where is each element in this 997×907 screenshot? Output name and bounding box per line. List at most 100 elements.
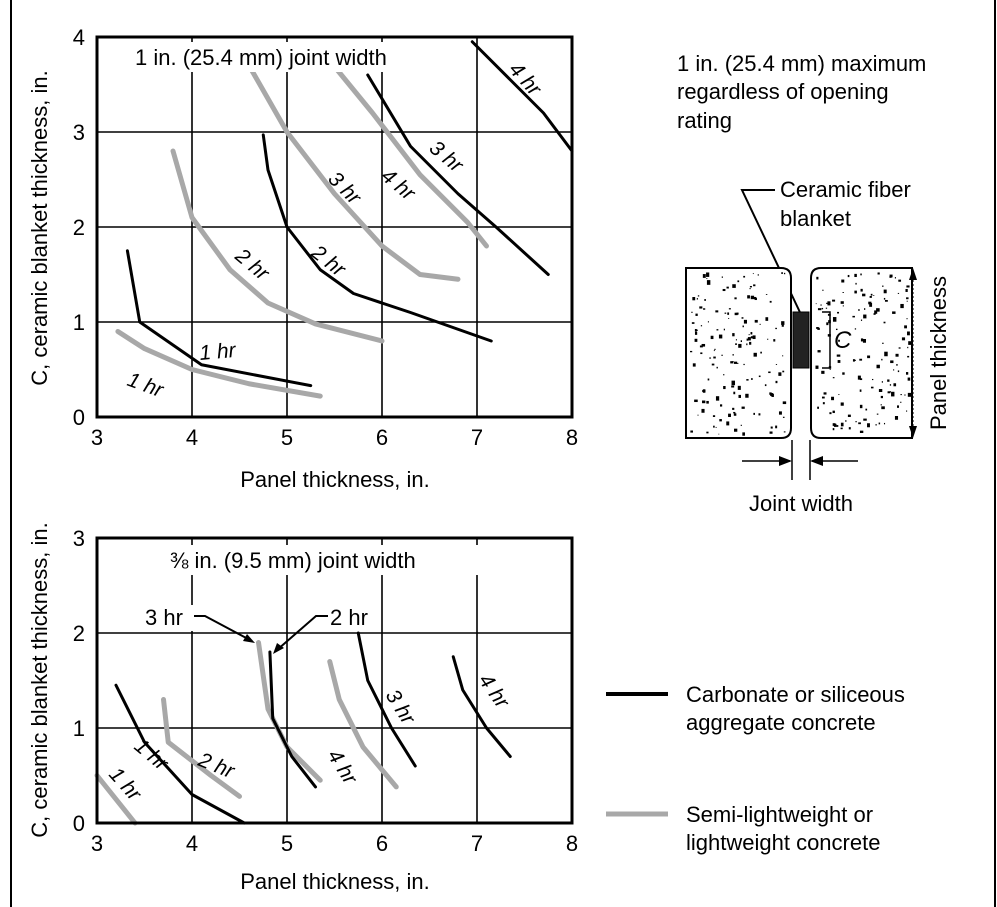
aggregate-dot (754, 319, 758, 323)
aggregate-dot (690, 430, 693, 433)
y-tick-label: 0 (73, 811, 85, 836)
panel-thickness-arrow-bottom (909, 426, 917, 438)
aggregate-dot (900, 401, 902, 403)
aggregate-dot (751, 378, 753, 380)
top-label-1hr-carbonate: 1 hr (198, 339, 237, 365)
y-tick-label: 1 (73, 716, 85, 741)
aggregate-dot (742, 325, 744, 328)
aggregate-dot (832, 317, 837, 322)
aggregate-dot (832, 428, 835, 431)
aggregate-dot (728, 308, 731, 310)
series-line-lightweight-1hr (115, 329, 323, 399)
aggregate-dot (887, 391, 891, 394)
bottom-chart-x-axis-title: Panel thickness, in. (240, 869, 430, 894)
c-dimension-label: C (834, 327, 852, 354)
aggregate-dot (889, 274, 893, 278)
aggregate-dot (706, 400, 709, 404)
aggregate-dot (707, 378, 710, 381)
bottom-chart-grid (97, 538, 572, 823)
blanket-label-line2: blanket (780, 206, 851, 231)
x-tick-label: 4 (186, 425, 198, 450)
aggregate-dot (735, 339, 737, 341)
aggregate-dot (854, 273, 857, 278)
top-label-2hr-carbonate: 2 hr (306, 240, 350, 282)
aggregate-dot (713, 356, 716, 359)
aggregate-dot (760, 351, 762, 354)
y-tick-label: 3 (73, 120, 85, 145)
aggregate-dot (734, 312, 738, 316)
aggregate-dot (700, 325, 703, 327)
y-tick-label: 2 (73, 621, 85, 646)
aggregate-dot (726, 421, 730, 426)
aggregate-dot (707, 321, 709, 323)
aggregate-dot (829, 412, 832, 415)
aggregate-dot (699, 306, 703, 309)
aggregate-dot (782, 401, 787, 405)
series-line-carbonate-4hr (470, 40, 574, 153)
aggregate-dot (889, 384, 892, 386)
callout-2hr-arrowhead (273, 643, 284, 654)
top-chart-y-ticks: 0 1 2 3 4 (73, 25, 85, 430)
aggregate-dot (898, 347, 901, 349)
aggregate-dot (884, 299, 888, 302)
x-tick-label: 5 (281, 831, 293, 856)
aggregate-dot (757, 274, 759, 276)
aggregate-dot (832, 377, 835, 379)
aggregate-dot (740, 340, 743, 343)
aggregate-dot (836, 354, 841, 357)
aggregate-dot (880, 395, 883, 399)
aggregate-dot (728, 413, 731, 418)
aggregate-dot (860, 319, 863, 321)
aggregate-dot (868, 301, 872, 305)
aggregate-dot (741, 317, 744, 319)
aggregate-dot (836, 425, 839, 427)
aggregate-dot (702, 389, 706, 393)
aggregate-dot (859, 378, 863, 381)
bottom-label-4hr-carbonate: 4 hr (474, 670, 514, 714)
aggregate-dot (706, 272, 710, 277)
aggregate-dot (832, 410, 835, 414)
aggregate-dot (745, 393, 749, 398)
aggregate-dot (904, 394, 906, 396)
legend-carbonate-line1: Carbonate or siliceous (686, 682, 905, 707)
aggregate-dot (691, 311, 693, 313)
aggregate-dot (701, 343, 706, 347)
aggregate-dot (840, 422, 844, 427)
aggregate-dot (721, 276, 723, 278)
joint-width-arrow-left-head (779, 456, 792, 466)
blanket-label-line1: Ceramic fiber (780, 177, 911, 202)
aggregate-dot (893, 383, 897, 387)
aggregate-dot (867, 355, 871, 359)
aggregate-dot (753, 412, 755, 415)
aggregate-dot (732, 333, 735, 337)
aggregate-dot (699, 345, 703, 348)
series-line-lightweight-4hr (327, 58, 489, 249)
aggregate-dot (900, 303, 904, 309)
aggregate-dot (817, 406, 819, 409)
aggregate-dot (723, 328, 725, 331)
legend-lightweight-line1: Semi-lightweight or (686, 802, 873, 827)
aggregate-dot (890, 360, 894, 364)
joint-width-label: Joint width (749, 491, 853, 516)
aggregate-dot (896, 364, 898, 366)
aggregate-dot (758, 413, 761, 416)
aggregate-dot (709, 357, 712, 359)
top-chart-x-axis-title: Panel thickness, in. (240, 467, 430, 492)
aggregate-dot (724, 312, 727, 314)
aggregate-dot (897, 370, 900, 373)
x-tick-label: 8 (566, 831, 578, 856)
aggregate-dot (726, 286, 729, 289)
aggregate-dot (770, 393, 773, 397)
x-tick-label: 3 (91, 831, 103, 856)
aggregate-dot (731, 380, 736, 386)
aggregate-dot (783, 431, 786, 433)
aggregate-dot (842, 292, 844, 293)
top-chart: 3 4 5 6 7 8 0 1 2 3 4 1 in. (25.4 mm) joint width… (27, 25, 578, 492)
aggregate-dot (825, 307, 828, 309)
top-label-3hr-lightweight: 3 hr (323, 167, 366, 210)
aggregate-dot (867, 423, 870, 428)
aggregate-dot (848, 427, 851, 430)
aggregate-dot (727, 312, 730, 315)
series-line-carbonate-3hr (366, 73, 550, 276)
aggregate-dot (765, 294, 768, 295)
